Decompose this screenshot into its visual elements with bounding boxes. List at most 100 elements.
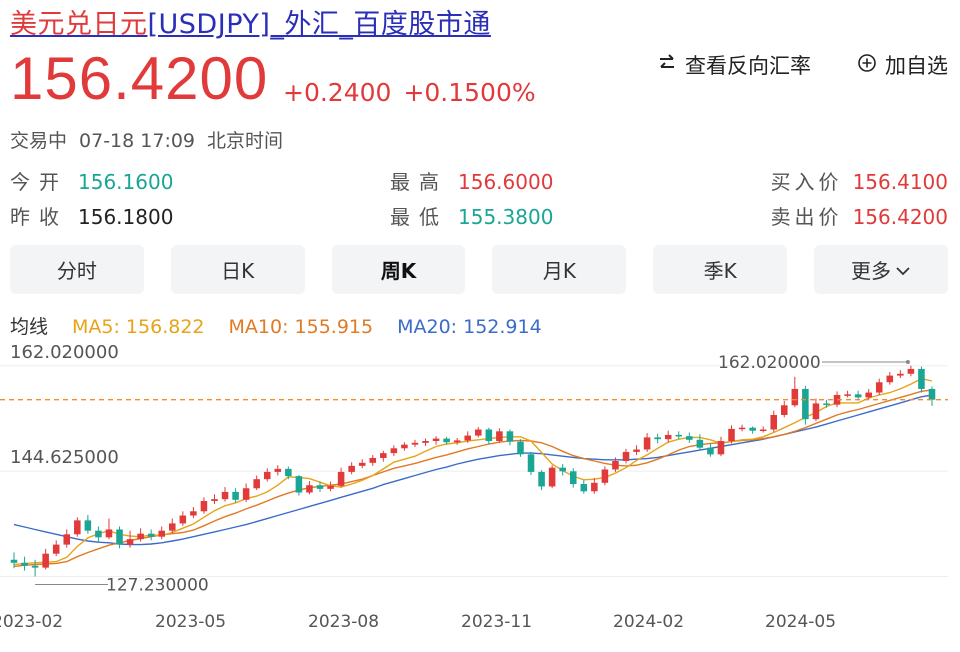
candle-body — [84, 520, 92, 531]
candle-body — [591, 482, 598, 492]
candle-body — [823, 403, 830, 405]
candle-body — [422, 441, 429, 443]
chevron-down-icon — [895, 258, 911, 282]
reverse-rate-label: 查看反向汇率 — [685, 54, 811, 78]
open-quote: 今开 156.1600 — [10, 166, 173, 195]
candle-body — [306, 485, 313, 493]
candle-body — [781, 405, 788, 415]
candle-body — [707, 447, 714, 455]
candle-body — [253, 479, 260, 489]
candle-body — [316, 485, 324, 489]
add-watchlist-button[interactable]: 加自选 — [857, 50, 948, 80]
ma5-value: MA5: 156.822 — [72, 316, 205, 338]
y-axis-label: 162.020000 — [10, 345, 119, 363]
candle-body — [337, 471, 345, 486]
moving-average-legend: 均线 MA5: 156.822 MA10: 155.915 MA20: 152.914 — [10, 312, 566, 339]
candle-body — [601, 469, 609, 483]
period-tabs: 分时 日K 周K 月K 季K 更多 — [10, 245, 948, 294]
candle-body — [569, 471, 577, 485]
plus-circle-icon — [857, 53, 877, 78]
change-percent: +0.1500% — [403, 78, 536, 107]
tab-weekly-k[interactable]: 周K — [331, 245, 466, 294]
high-marker-dot — [905, 360, 910, 364]
pair-rest: [USDJPY]_外汇_百度股市通 — [147, 9, 491, 40]
x-axis-label: 2024-05 — [765, 612, 836, 632]
price-change: +0.2400 +0.1500% — [283, 78, 548, 107]
tab-intraday[interactable]: 分时 — [10, 245, 144, 294]
weekly-candlestick-chart[interactable]: 162.020000 144.625000 162.020000 127.230000… — [0, 345, 960, 645]
candle-body — [380, 453, 387, 458]
x-axis-label: 2023-11 — [461, 612, 532, 632]
bid-value: 156.4100 — [852, 170, 948, 194]
candle-body — [221, 491, 229, 500]
ask-quote: 卖出价 156.4200 — [771, 201, 948, 230]
candle-body — [918, 368, 925, 389]
pair-name: 美元兑日元 — [10, 9, 148, 40]
candle-body — [358, 462, 366, 466]
candle-body — [928, 388, 936, 400]
candle-body — [95, 530, 102, 538]
prev-close-value: 156.1800 — [78, 205, 174, 229]
ask-value: 156.4200 — [852, 205, 948, 229]
candle-body — [443, 438, 450, 443]
candle-body — [496, 431, 503, 442]
candle-body — [802, 388, 809, 420]
high-label: 最高 — [390, 170, 448, 194]
tab-more[interactable]: 更多 — [814, 245, 948, 294]
y-axis-label: 144.625000 — [10, 447, 119, 468]
status-datetime: 07-18 17:09 — [79, 130, 196, 152]
candle-body — [137, 533, 144, 540]
candle-body — [263, 471, 271, 480]
candle-body — [738, 427, 746, 430]
tab-more-label: 更多 — [851, 259, 892, 283]
header-actions: 查看反向汇率 加自选 — [657, 50, 948, 80]
reverse-rate-button[interactable]: 查看反向汇率 — [657, 50, 811, 80]
candle-body — [327, 485, 334, 489]
candle-body — [875, 382, 883, 393]
candle-body — [854, 394, 862, 398]
open-label: 今开 — [10, 170, 68, 194]
candle-body — [506, 431, 514, 442]
candle-body — [390, 448, 398, 454]
candle-body — [52, 544, 60, 554]
ma20-line — [13, 394, 933, 546]
candle-body — [453, 440, 461, 443]
candle-body — [538, 471, 545, 487]
ma10-line — [13, 389, 933, 568]
candle-body — [464, 435, 471, 441]
candle-body — [475, 429, 482, 436]
candle-body — [295, 476, 303, 493]
candle-body — [348, 465, 355, 472]
candle-body — [559, 467, 566, 472]
candle-body — [886, 375, 894, 383]
candle-body — [548, 467, 556, 487]
high-quote: 最高 156.6000 — [390, 166, 553, 195]
candle-body — [432, 438, 440, 442]
swap-icon — [657, 53, 677, 77]
candle-body — [844, 394, 851, 396]
candle-body — [865, 392, 872, 398]
current-price: 156.4200 — [10, 45, 269, 112]
candle-body — [285, 468, 292, 477]
candle-body — [654, 437, 661, 440]
high-value: 156.6000 — [458, 170, 554, 194]
candle-body — [897, 373, 904, 376]
ma-label: 均线 — [10, 316, 49, 338]
candle-body — [31, 565, 39, 568]
candle-body — [242, 488, 250, 500]
status-timezone: 北京时间 — [207, 130, 284, 152]
page-title[interactable]: 美元兑日元[USDJPY]_外汇_百度股市通 — [10, 2, 491, 41]
candle-body — [274, 468, 282, 472]
candle-body — [401, 444, 408, 449]
tab-quarterly-k[interactable]: 季K — [653, 245, 788, 294]
bid-label: 买入价 — [770, 170, 843, 194]
ask-label: 卖出价 — [770, 205, 843, 229]
candle-body — [728, 428, 735, 442]
prev-close-quote: 昨收 156.1800 — [10, 201, 173, 230]
tab-daily-k[interactable]: 日K — [170, 245, 305, 294]
x-axis-label: 2023-02 — [0, 612, 63, 632]
low-quote: 最低 155.3800 — [390, 201, 553, 230]
candle-body — [411, 442, 419, 445]
x-axis-label: 2023-05 — [155, 612, 226, 632]
tab-monthly-k[interactable]: 月K — [492, 245, 627, 294]
